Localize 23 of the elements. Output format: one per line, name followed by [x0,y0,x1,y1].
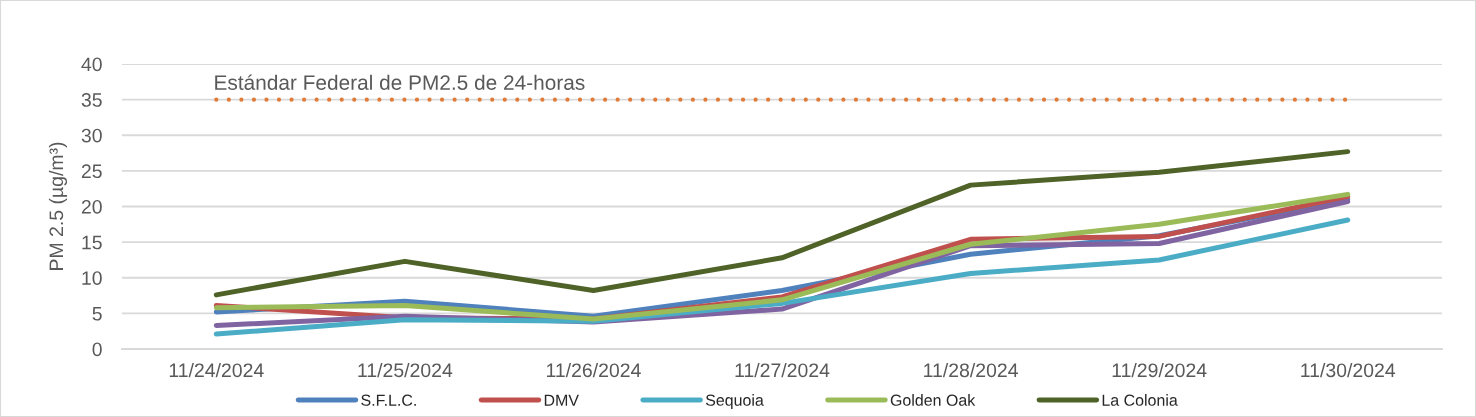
y-tick-label: 35 [81,93,102,107]
x-tick-label: 11/30/2024 [1301,362,1396,378]
x-tick-label: 11/25/2024 [358,362,453,378]
legend-label: Sequoia [705,394,764,410]
y-tick-label: 20 [81,199,102,214]
legend-label: Golden Oak [890,394,976,406]
y-tick-label: 10 [82,271,102,285]
legend-label: DMV [544,394,579,406]
y-tick-label: 30 [81,128,102,143]
x-tick-label: 11/29/2024 [1112,362,1207,378]
ref-line-label: Estándar Federal de PM2.5 de 24-horas [215,74,585,90]
x-tick-label: 11/27/2024 [735,362,830,378]
x-tick-label: 11/24/2024 [169,362,264,378]
y-tick-label: 0 [92,342,102,357]
x-tick-label: 11/26/2024 [546,362,641,378]
legend-label: La Colonia [1102,394,1178,406]
y-tick-label: 25 [81,164,102,179]
y-tick-label: 15 [82,235,102,250]
x-tick-label: 11/28/2024 [924,362,1018,378]
legend-label: S.F.L.C. [361,394,416,406]
y-tick-label: 40 [81,57,102,72]
y-tick-label: 5 [92,307,102,321]
y-axis-title: PM 2.5 (µg/m³) [48,142,68,270]
